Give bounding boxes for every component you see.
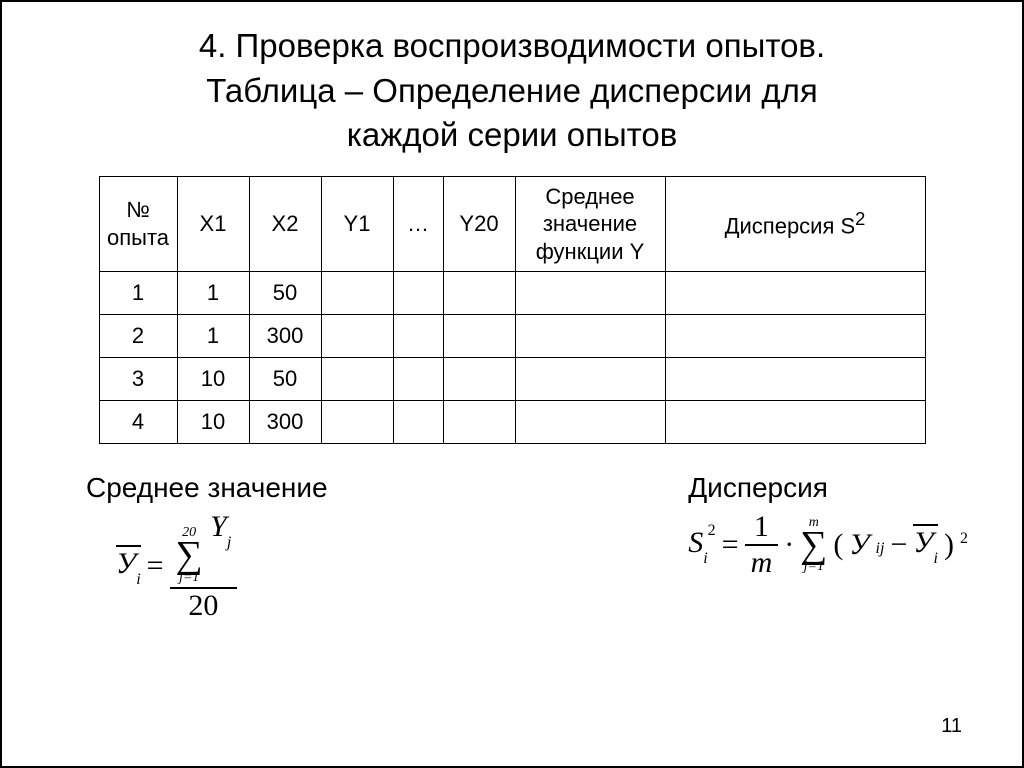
col-y20: Y20: [443, 176, 515, 272]
cell-num: 4: [99, 401, 177, 444]
disp-frac: 1 m: [745, 510, 779, 580]
cell-x2: 50: [249, 272, 321, 315]
cell-dots: [393, 401, 443, 444]
col-num: № опыта: [99, 176, 177, 272]
formulas-row: Среднее значение Уi = 20 ∑ j=1 Yj: [86, 472, 968, 622]
dot-icon: ·: [784, 528, 794, 562]
table-row: 1 1 50: [99, 272, 925, 315]
experiments-table: № опыта X1 X2 Y1 … Y20 Среднее значение …: [99, 176, 926, 445]
disp-mean-term: Уi: [913, 526, 938, 564]
cell-y1: [321, 401, 393, 444]
disp-lhs-sub: i: [703, 550, 707, 567]
col-x1: X1: [177, 176, 249, 272]
cell-dots: [393, 358, 443, 401]
disp-lhs: Si2: [688, 526, 715, 564]
cell-dots: [393, 272, 443, 315]
disp-label-sup: 2: [855, 208, 865, 229]
disp-formula-block: Дисперсия Si2 = 1 m · m ∑ j=1 ( Уij: [688, 472, 968, 622]
cell-disp: [665, 315, 925, 358]
sigma-icon: 20 ∑ j=1: [176, 526, 203, 584]
disp-label-text: Дисперсия S: [725, 213, 856, 238]
mean-fraction: 20 ∑ j=1 Yj 20: [170, 510, 238, 622]
cell-mean: [515, 401, 665, 444]
cell-y20: [443, 272, 515, 315]
cell-x2: 50: [249, 358, 321, 401]
mean-sum-body-var: Y: [210, 510, 227, 543]
disp-mean-var: У: [913, 526, 933, 559]
mean-lhs-sub: i: [136, 571, 140, 588]
col-mean: Среднее значение функции Y: [515, 176, 665, 272]
cell-x1: 10: [177, 358, 249, 401]
equals-icon: =: [722, 528, 739, 562]
slide-page: 4. Проверка воспроизводимости опытов. Та…: [0, 0, 1024, 768]
page-title: 4. Проверка воспроизводимости опытов. Та…: [26, 24, 998, 158]
cell-mean: [515, 272, 665, 315]
mean-denominator: 20: [182, 589, 224, 623]
cell-x2: 300: [249, 401, 321, 444]
title-line-1: 4. Проверка воспроизводимости опытов.: [199, 27, 825, 64]
disp-sum-lower: j=1: [804, 560, 824, 574]
disp-formula: Si2 = 1 m · m ∑ j=1 ( Уij − Уi: [688, 510, 968, 580]
mean-sum-body-sub: j: [227, 534, 231, 551]
disp-lhs-var: S: [688, 526, 703, 559]
mean-lhs-var: У: [116, 547, 136, 580]
cell-dots: [393, 315, 443, 358]
cell-y20: [443, 315, 515, 358]
equals-icon: =: [147, 549, 164, 583]
disp-frac-den: m: [745, 546, 779, 580]
cell-num: 2: [99, 315, 177, 358]
sigma-icon: m ∑ j=1: [800, 516, 827, 574]
col-x2: X2: [249, 176, 321, 272]
cell-mean: [515, 315, 665, 358]
col-dots: …: [393, 176, 443, 272]
cell-disp: [665, 401, 925, 444]
paren-open-icon: (: [833, 528, 843, 562]
cell-x1: 1: [177, 272, 249, 315]
table-body: 1 1 50 2 1 300 3 10: [99, 272, 925, 444]
mean-sum-lower: j=1: [179, 571, 199, 585]
disp-body-sub: ij: [876, 540, 885, 558]
disp-lhs-sup: 2: [708, 522, 716, 539]
table-row: 3 10 50: [99, 358, 925, 401]
title-line-3: каждой серии опытов: [347, 116, 678, 153]
disp-body-var: У: [849, 528, 869, 562]
cell-num: 3: [99, 358, 177, 401]
disp-formula-label: Дисперсия: [688, 472, 828, 504]
cell-x1: 10: [177, 401, 249, 444]
table-row: 4 10 300: [99, 401, 925, 444]
col-y1: Y1: [321, 176, 393, 272]
page-number: 11: [941, 715, 962, 738]
cell-x1: 1: [177, 315, 249, 358]
cell-y1: [321, 358, 393, 401]
mean-formula-block: Среднее значение Уi = 20 ∑ j=1 Yj: [86, 472, 328, 622]
mean-formula: Уi = 20 ∑ j=1 Yj 20: [116, 510, 237, 622]
mean-lhs: Уi: [116, 547, 141, 585]
cell-disp: [665, 358, 925, 401]
cell-num: 1: [99, 272, 177, 315]
paren-close-icon: ): [944, 528, 954, 562]
disp-tail-sup: 2: [960, 530, 968, 548]
cell-y20: [443, 358, 515, 401]
col-disp: Дисперсия S2: [665, 176, 925, 272]
cell-x2: 300: [249, 315, 321, 358]
table-header-row: № опыта X1 X2 Y1 … Y20 Среднее значение …: [99, 176, 925, 272]
cell-y20: [443, 401, 515, 444]
minus-icon: −: [890, 528, 907, 562]
disp-frac-num: 1: [748, 510, 775, 544]
cell-mean: [515, 358, 665, 401]
mean-formula-label: Среднее значение: [86, 472, 328, 504]
cell-disp: [665, 272, 925, 315]
table-row: 2 1 300: [99, 315, 925, 358]
cell-y1: [321, 315, 393, 358]
cell-y1: [321, 272, 393, 315]
title-line-2: Таблица – Определение дисперсии для: [206, 72, 818, 109]
disp-mean-sub: i: [934, 550, 938, 567]
